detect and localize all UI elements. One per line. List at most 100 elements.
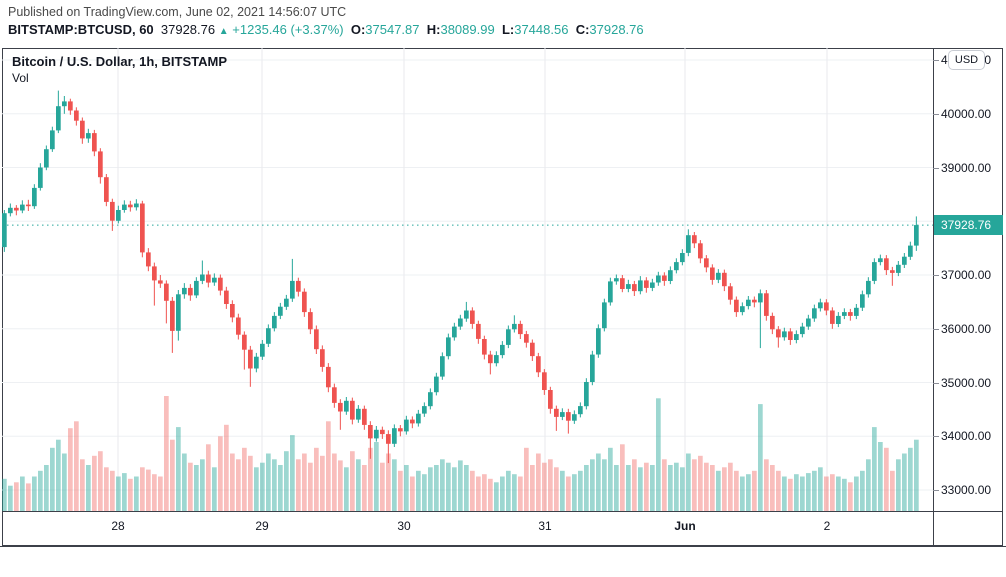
volume-bar [32, 476, 37, 511]
volume-bar [308, 462, 313, 511]
volume-bar [506, 470, 511, 511]
volume-bar [218, 436, 223, 511]
candle-body [170, 300, 175, 331]
candle-body [710, 267, 715, 280]
volume-bar [404, 465, 409, 511]
candle-body [410, 419, 415, 424]
close-value: 37928.76 [589, 22, 644, 37]
volume-bar [758, 404, 763, 511]
candle-body [230, 304, 235, 318]
price-tick [933, 328, 939, 330]
volume-bar [62, 453, 67, 511]
volume-bar [620, 444, 625, 511]
price-tick [933, 113, 939, 115]
candle-body [560, 412, 565, 417]
volume-bar [554, 467, 559, 511]
symbol-name: BITSTAMP:BTCUSD, 60 [8, 22, 154, 37]
volume-bar [626, 465, 631, 511]
candle-body [434, 376, 439, 393]
footer-bar: TradingView [0, 546, 1006, 577]
time-axis-label: 28 [111, 519, 125, 533]
volume-bar [656, 398, 661, 511]
volume-bar [140, 467, 145, 511]
candle-body [428, 392, 433, 407]
candle-body [128, 204, 133, 208]
candle-body [848, 312, 853, 316]
volume-bar [374, 442, 379, 511]
candle-body [668, 270, 673, 281]
volume-bar [878, 442, 883, 511]
candle-body [734, 299, 739, 313]
candle-body [140, 203, 145, 253]
volume-bar [92, 455, 97, 511]
candle-body [470, 310, 475, 324]
candle-body [890, 270, 895, 273]
candle-body [914, 225, 919, 246]
candle-body [242, 334, 247, 350]
volume-bar [26, 483, 31, 511]
volume-bar [278, 465, 283, 511]
candle-body [704, 258, 709, 268]
volume-bar [98, 451, 103, 511]
candle-body [872, 262, 877, 281]
volume-bar [254, 467, 259, 511]
time-axis-label: 30 [397, 519, 411, 533]
volume-bar [728, 462, 733, 511]
candle-body [812, 308, 817, 319]
volume-bar [8, 485, 13, 511]
candle-body [806, 318, 811, 327]
candle-body [722, 272, 727, 287]
price-change: +1235.46 (+3.37%) [232, 22, 344, 37]
candle-body [8, 207, 13, 214]
volume-bar [872, 427, 877, 511]
candle-body [296, 280, 301, 292]
candle-body [44, 149, 49, 168]
candle-body [770, 315, 775, 330]
price-axis-label: 37000.00 [941, 268, 992, 282]
time-axis-label: 2 [823, 519, 831, 533]
candlestick-plot-area[interactable] [2, 48, 933, 511]
volume-bar [776, 470, 781, 511]
volume-bar [830, 474, 835, 511]
volume-bar [644, 462, 649, 511]
candle-body [638, 280, 643, 292]
volume-bar [572, 474, 577, 511]
candle-body [800, 326, 805, 335]
price-axis-label: 39000.00 [941, 160, 992, 175]
candle-body [752, 299, 757, 303]
volume-bar [686, 453, 691, 511]
candle-body [698, 243, 703, 259]
price-tick [933, 167, 939, 169]
candle-body [134, 203, 139, 208]
volume-bar [536, 453, 541, 511]
volume-bar [722, 467, 727, 511]
volume-bar [128, 478, 133, 511]
candle-body [614, 278, 619, 282]
volume-bar [182, 453, 187, 511]
volume-bar [446, 462, 451, 511]
volume-bar [80, 459, 85, 511]
candle-body [500, 344, 505, 356]
volume-indicator-label: Vol [12, 71, 29, 85]
currency-toggle-button[interactable]: USD [948, 50, 985, 70]
open-value: 37547.87 [365, 22, 420, 37]
candle-body [692, 235, 697, 244]
volume-bar [530, 465, 535, 511]
candle-body [680, 253, 685, 263]
volume-bar [134, 476, 139, 511]
candle-body [152, 266, 157, 281]
candle-body [524, 334, 529, 343]
volume-bar [362, 465, 367, 511]
candle-body [626, 284, 631, 289]
volume-bar [704, 462, 709, 511]
candle-body [740, 306, 745, 313]
candle-body [122, 204, 127, 210]
candle-body [794, 334, 799, 340]
candle-body [200, 274, 205, 281]
candle-body [272, 315, 277, 329]
candle-body [446, 337, 451, 357]
volume-bar [20, 476, 25, 511]
volume-bar [230, 453, 235, 511]
volume-bar [650, 465, 655, 511]
